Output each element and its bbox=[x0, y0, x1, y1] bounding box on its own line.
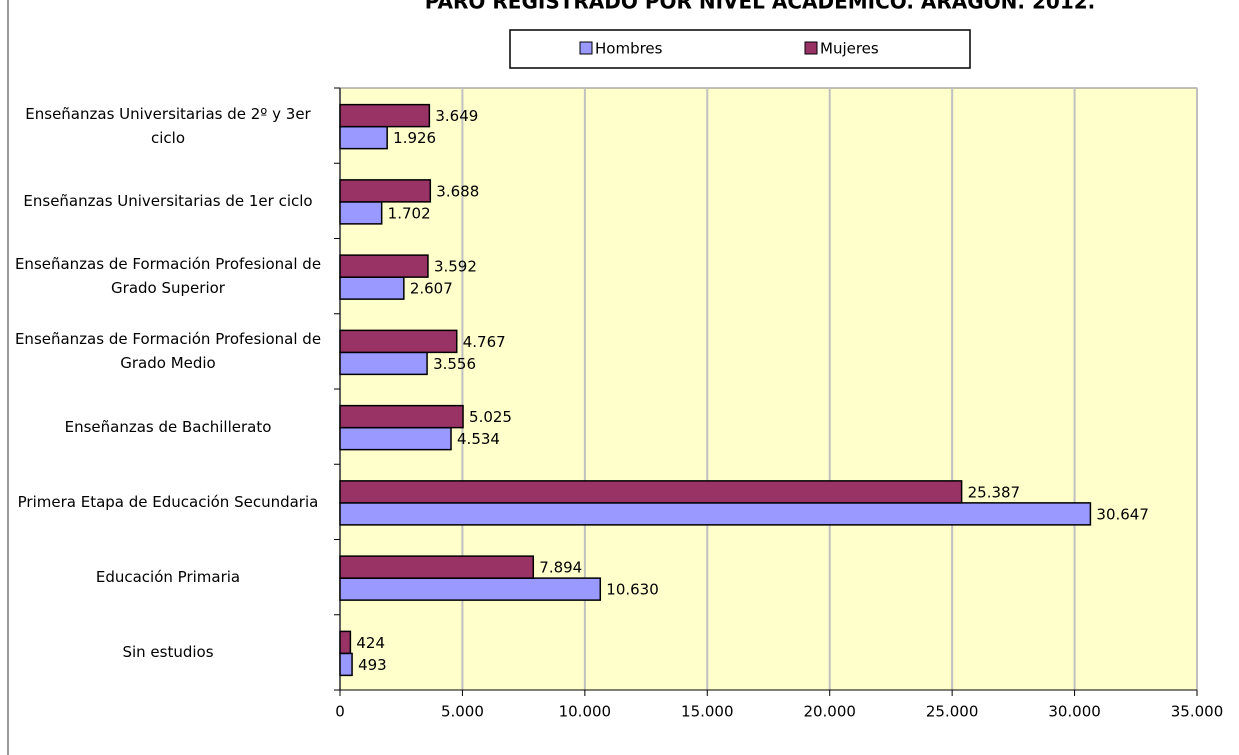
y-tick-label: Enseñanzas Universitarias de 1er ciclo bbox=[23, 191, 313, 210]
value-label: 30.647 bbox=[1096, 505, 1149, 523]
x-tick-label: 0 bbox=[335, 703, 345, 721]
value-label: 2.607 bbox=[410, 280, 453, 298]
value-label: 3.649 bbox=[435, 107, 478, 125]
bar bbox=[339, 276, 405, 300]
bar bbox=[339, 254, 429, 278]
x-tick-label: 30.000 bbox=[1048, 703, 1101, 721]
bar bbox=[339, 426, 452, 451]
x-tick-label: 5.000 bbox=[441, 703, 484, 721]
legend-box bbox=[509, 29, 971, 69]
bar bbox=[339, 555, 535, 579]
legend-label: Hombres bbox=[595, 40, 663, 58]
bar bbox=[339, 201, 383, 225]
legend-swatch bbox=[579, 41, 593, 55]
bar bbox=[339, 404, 464, 429]
value-label: 3.556 bbox=[433, 355, 476, 373]
bar bbox=[339, 502, 1092, 526]
value-label: 4.767 bbox=[463, 333, 506, 351]
legend-swatch bbox=[804, 41, 818, 55]
value-label: 10.630 bbox=[606, 581, 659, 599]
bar bbox=[339, 329, 458, 354]
legend-label: Mujeres bbox=[820, 40, 879, 58]
value-label: 25.387 bbox=[968, 483, 1021, 501]
value-label: 5.025 bbox=[469, 408, 512, 426]
value-label: 1.702 bbox=[388, 204, 431, 222]
y-tick-label: Enseñanzas de Bachillerato bbox=[64, 417, 272, 436]
bar bbox=[339, 630, 352, 655]
bar bbox=[339, 179, 432, 203]
x-tick-label: 25.000 bbox=[926, 703, 979, 721]
y-tick-label: Enseñanzas Universitarias de 2º y 3er ci… bbox=[25, 104, 311, 147]
chart-title: PARO REGISTRADO POR NIVEL ACADÉMICO. ARA… bbox=[425, 0, 1096, 14]
value-label: 1.926 bbox=[393, 129, 436, 147]
value-label: 7.894 bbox=[539, 559, 582, 577]
y-tick-label: Sin estudios bbox=[122, 643, 214, 662]
value-label: 4.534 bbox=[457, 430, 500, 448]
value-label: 3.592 bbox=[434, 258, 477, 276]
x-tick-label: 10.000 bbox=[559, 703, 612, 721]
value-label: 493 bbox=[358, 656, 387, 674]
bar bbox=[339, 351, 428, 376]
x-tick-label: 35.000 bbox=[1171, 703, 1224, 721]
y-tick-label: Enseñanzas de Formación Profesional de G… bbox=[14, 255, 322, 298]
value-label: 3.688 bbox=[436, 182, 479, 200]
bar bbox=[339, 480, 963, 504]
bar bbox=[339, 103, 431, 128]
y-tick-label: Primera Etapa de Educación Secundaria bbox=[17, 492, 319, 511]
y-tick-label: Educación Primaria bbox=[95, 568, 241, 587]
bar bbox=[339, 577, 602, 601]
y-tick-label: Enseñanzas de Formación Profesional de G… bbox=[14, 330, 322, 373]
value-label: 424 bbox=[356, 634, 385, 652]
bar bbox=[339, 652, 353, 677]
x-tick-label: 15.000 bbox=[681, 703, 734, 721]
x-tick-label: 20.000 bbox=[803, 703, 856, 721]
bar bbox=[339, 125, 388, 150]
